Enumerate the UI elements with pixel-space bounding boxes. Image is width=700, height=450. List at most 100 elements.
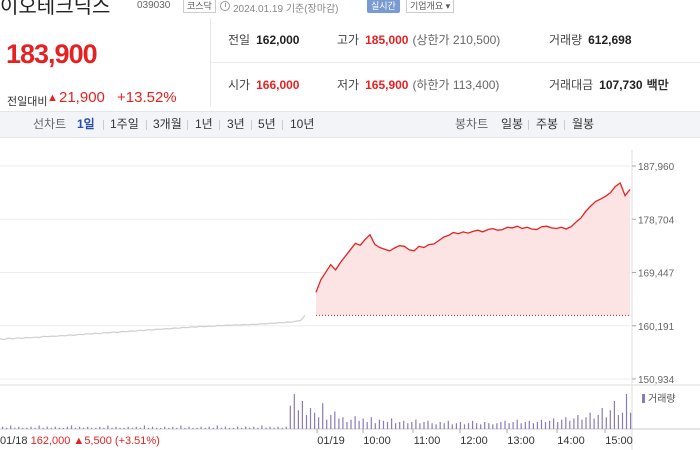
volume-bar xyxy=(431,423,433,429)
volume-legend-label: 거래량 xyxy=(648,393,676,405)
period-tab-10y[interactable]: 10년 xyxy=(290,117,315,131)
period-tab-1y[interactable]: 1년 xyxy=(195,117,213,131)
volume-bar xyxy=(107,425,109,429)
divider xyxy=(251,120,252,130)
volume-bar xyxy=(273,427,275,429)
candle-tab-daily[interactable]: 일봉 xyxy=(501,117,524,131)
volume-bar xyxy=(200,426,202,429)
volume-bar xyxy=(38,425,40,429)
chart-axes: 187,960 178,704 169,447 160,191 150,934 거래량 01… xyxy=(0,162,676,447)
volume-bar xyxy=(220,427,222,429)
volume-bar xyxy=(245,426,247,429)
x-tick-label: 11:00 xyxy=(414,435,441,447)
volume-bar xyxy=(208,426,210,429)
prev-day-series-line xyxy=(0,314,306,341)
prev-close-value: 162,000 xyxy=(256,33,300,47)
stat-volume: 거래량 612,698 xyxy=(549,18,632,62)
volume-bar xyxy=(492,424,494,429)
market-badge: 코스닥 xyxy=(183,0,216,13)
volume-bar xyxy=(135,426,137,429)
x-tick-label: 01/19 xyxy=(317,435,345,447)
volume-bar xyxy=(378,419,380,429)
volume-bar xyxy=(180,425,182,429)
volume-bar xyxy=(261,425,263,429)
volume-bar xyxy=(516,419,518,429)
footer-percent: (+3.51%) xyxy=(115,435,160,447)
volume-bar xyxy=(561,419,563,429)
volume-bar xyxy=(613,401,615,429)
volume-bar xyxy=(609,410,611,429)
amount-unit: 백만 xyxy=(646,78,669,92)
volume-bar xyxy=(630,412,632,429)
volume-bar xyxy=(415,419,417,429)
stat-prev-close: 전일 162,000 xyxy=(228,18,299,62)
realtime-button[interactable]: 실시간 xyxy=(367,0,400,13)
volume-bar xyxy=(269,426,271,429)
volume-bar xyxy=(277,426,279,429)
volume-bar xyxy=(10,425,12,429)
period-tab-1w[interactable]: 1주일 xyxy=(110,117,139,131)
volume-bar xyxy=(512,422,514,429)
volume-bar xyxy=(549,420,551,429)
company-overview-dropdown[interactable]: 기업개요 ▾ xyxy=(406,0,455,13)
prev-close-label: 전일 xyxy=(228,33,251,47)
volume-bar xyxy=(74,427,77,429)
period-tab-3m[interactable]: 3개월 xyxy=(153,117,182,131)
volume-bar xyxy=(370,417,372,429)
volume-bar xyxy=(342,417,344,429)
volume-bar xyxy=(362,418,364,429)
chart-canvas: 187,960 178,704 169,447 160,191 150,934 거래량 01… xyxy=(0,150,700,450)
volume-bar xyxy=(423,422,425,429)
volume-bar xyxy=(204,427,206,429)
volume-bar xyxy=(224,426,226,429)
volume-bar xyxy=(391,418,393,429)
candle-chart-label[interactable]: 봉차트 xyxy=(455,117,489,131)
volume-bar xyxy=(581,419,583,429)
line-chart-label[interactable]: 선차트 xyxy=(33,117,67,131)
intraday-chart[interactable]: 187,960 178,704 169,447 160,191 150,934 거래량 01… xyxy=(0,150,700,450)
period-tab-3y[interactable]: 3년 xyxy=(227,117,245,131)
volume-bar xyxy=(540,419,543,429)
volume-bar xyxy=(520,423,522,429)
volume-bar xyxy=(407,423,409,429)
volume-bar xyxy=(524,422,526,429)
chevron-down-icon: ▾ xyxy=(443,1,451,11)
volume-bar xyxy=(34,427,36,429)
volume-bar xyxy=(569,420,571,429)
period-tab-1d[interactable]: 1일 xyxy=(77,117,95,131)
volume-bar xyxy=(472,420,474,429)
volume-bar xyxy=(172,426,174,429)
volume-bar xyxy=(621,412,624,429)
volume-bar xyxy=(427,420,429,429)
volume-bar xyxy=(216,425,218,429)
candle-tab-weekly[interactable]: 주봉 xyxy=(536,117,559,131)
volume-bar xyxy=(237,426,239,429)
volume-bar xyxy=(439,422,441,429)
volume-bar xyxy=(305,415,308,429)
volume-bar xyxy=(26,427,28,429)
y-tick-label: 187,960 xyxy=(638,162,675,173)
volume-bar xyxy=(83,427,85,429)
volume-bar xyxy=(87,426,89,429)
volume-bar xyxy=(66,426,68,429)
volume-bar xyxy=(419,423,421,429)
volume-bar xyxy=(164,426,166,429)
lower-limit: (하한가 113,400) xyxy=(412,78,500,92)
volume-bar xyxy=(403,420,405,429)
candle-tab-monthly[interactable]: 월봉 xyxy=(572,117,595,131)
volume-bar xyxy=(346,422,348,429)
stats-row-1: 전일 162,000 고가 185,000 (상한가 210,500) 거래량 612,… xyxy=(211,18,700,62)
x-tick-label: 12:00 xyxy=(460,435,488,447)
volume-bar xyxy=(70,425,73,429)
volume-bar xyxy=(467,423,470,429)
volume-bar xyxy=(46,426,48,429)
volume-bar xyxy=(54,426,56,429)
volume-bar xyxy=(399,422,401,429)
volume-bar xyxy=(593,418,595,429)
volume-bar xyxy=(212,427,214,429)
low-value: 165,900 xyxy=(365,78,409,92)
volume-bar xyxy=(589,412,591,429)
period-tab-5y[interactable]: 5년 xyxy=(258,117,276,131)
volume-bar xyxy=(176,427,178,429)
y-tick-label: 169,447 xyxy=(638,269,675,280)
